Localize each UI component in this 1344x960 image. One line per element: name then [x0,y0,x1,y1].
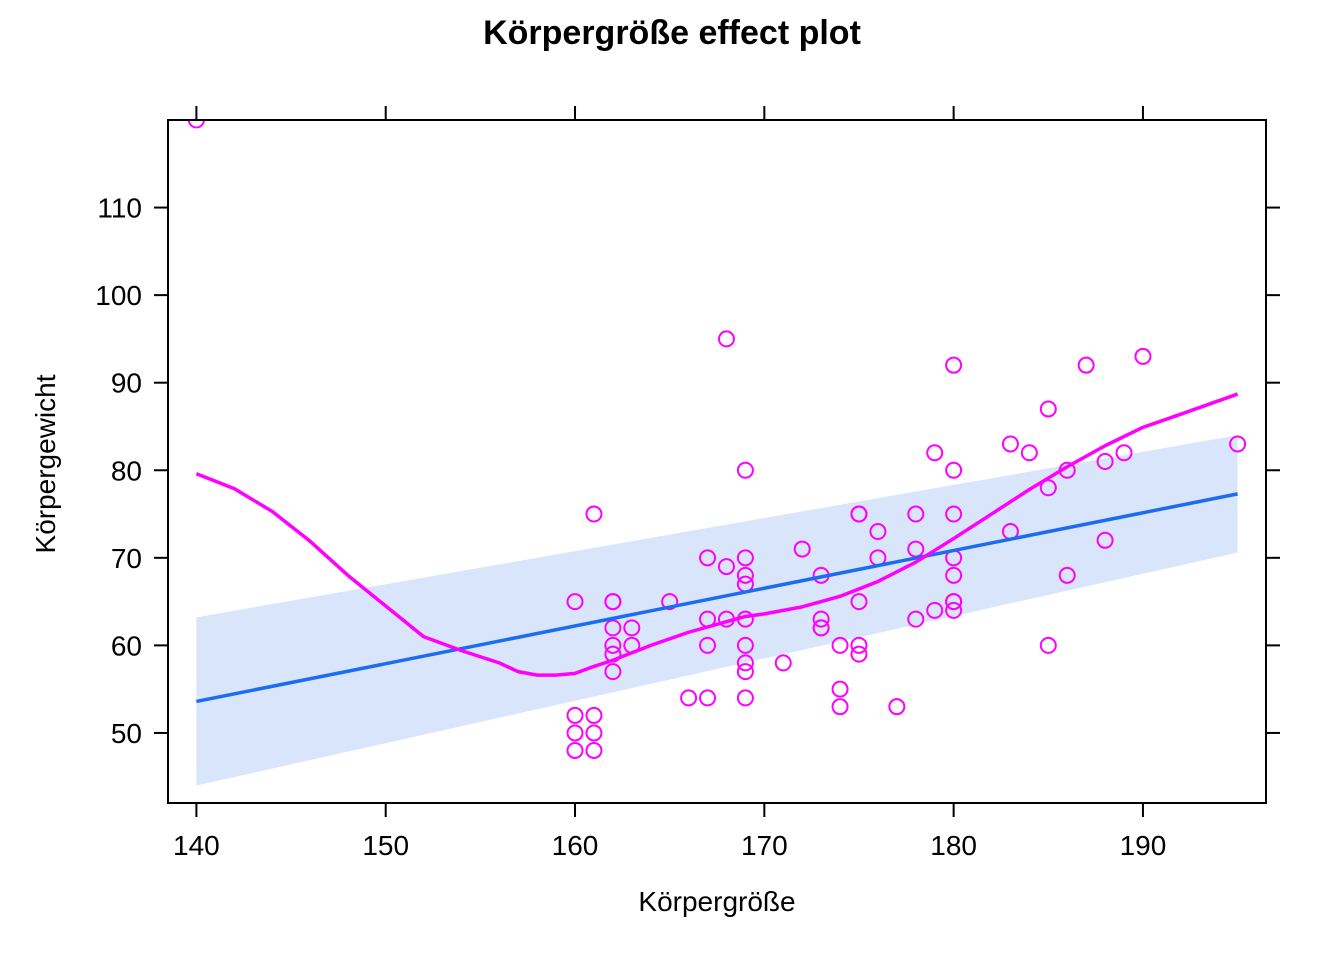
data-point [680,689,698,707]
data-point [1096,453,1114,470]
data-point [661,593,679,611]
data-point [945,601,963,619]
data-point [736,663,754,681]
data-point [1020,444,1038,462]
y-tick-label: 80 [111,455,142,486]
data-point [623,619,641,637]
data-point [1096,531,1114,549]
data-point [717,330,735,348]
data-point [850,636,868,654]
data-point [888,698,906,716]
data-point [566,741,584,759]
data-point [812,619,830,637]
data-point [945,566,963,584]
data-point [604,663,622,681]
data-point [736,549,754,567]
data-point [1039,479,1057,497]
x-tick-label: 150 [362,830,409,861]
data-point [831,636,849,654]
data-point [566,724,584,742]
data-point [850,505,868,523]
fit-line [196,492,1238,704]
plot-area: 140 150 160 170 180 190 50 60 70 80 90 100 110 [95,106,1280,861]
smooth-curve [195,392,1239,677]
plot-frame [167,119,1267,804]
data-point [736,689,754,707]
data-point [566,706,584,724]
y-tick-label: 100 [95,280,142,311]
y-tick-label: 90 [111,368,142,399]
data-point [1229,435,1247,453]
data-point [1077,356,1095,374]
data-point [812,610,830,628]
plot-inner [187,120,1247,786]
y-axis-label: Körpergewicht [30,374,61,553]
data-point [1115,444,1133,462]
data-point [717,558,735,576]
data-point [699,689,717,707]
data-point [793,540,811,558]
data-point [604,593,622,611]
data-point [736,654,754,672]
data-point [945,461,963,479]
x-tick-label: 160 [552,830,599,861]
data-point [945,356,963,374]
data-point [1058,566,1076,584]
data-point [1001,435,1019,453]
data-point [945,593,963,611]
data-point [1134,347,1152,365]
data-point [869,523,887,541]
data-point [850,645,868,663]
data-point [604,636,622,654]
x-tick-label: 180 [930,830,977,861]
data-point [774,654,792,672]
x-tick-label: 140 [173,830,220,861]
data-point [566,593,584,611]
y-tick-label: 70 [111,543,142,574]
confidence-band [196,435,1238,786]
data-point [907,505,925,523]
data-point [736,461,754,479]
x-tick-label: 190 [1120,830,1167,861]
data-point [907,610,925,628]
data-point [945,505,963,523]
data-point [736,566,754,584]
data-point [926,601,944,619]
data-point [831,698,849,716]
data-point [585,724,603,742]
y-tick-label: 110 [97,193,142,224]
data-point [831,680,849,698]
data-point [1039,400,1057,418]
data-point [585,741,603,759]
data-point [850,593,868,611]
data-point [699,636,717,654]
data-point [699,549,717,567]
data-point [187,120,205,129]
data-point [736,636,754,654]
x-axis-label: Körpergröße [638,886,795,917]
data-point [604,619,622,637]
y-tick-label: 50 [111,718,142,749]
x-tick-label: 170 [741,830,788,861]
data-point [585,505,603,523]
data-point [585,706,603,724]
y-tick-label: 60 [111,630,142,661]
data-point [926,444,944,462]
data-point [1039,636,1057,654]
chart-title: Körpergröße effect plot [483,14,861,52]
